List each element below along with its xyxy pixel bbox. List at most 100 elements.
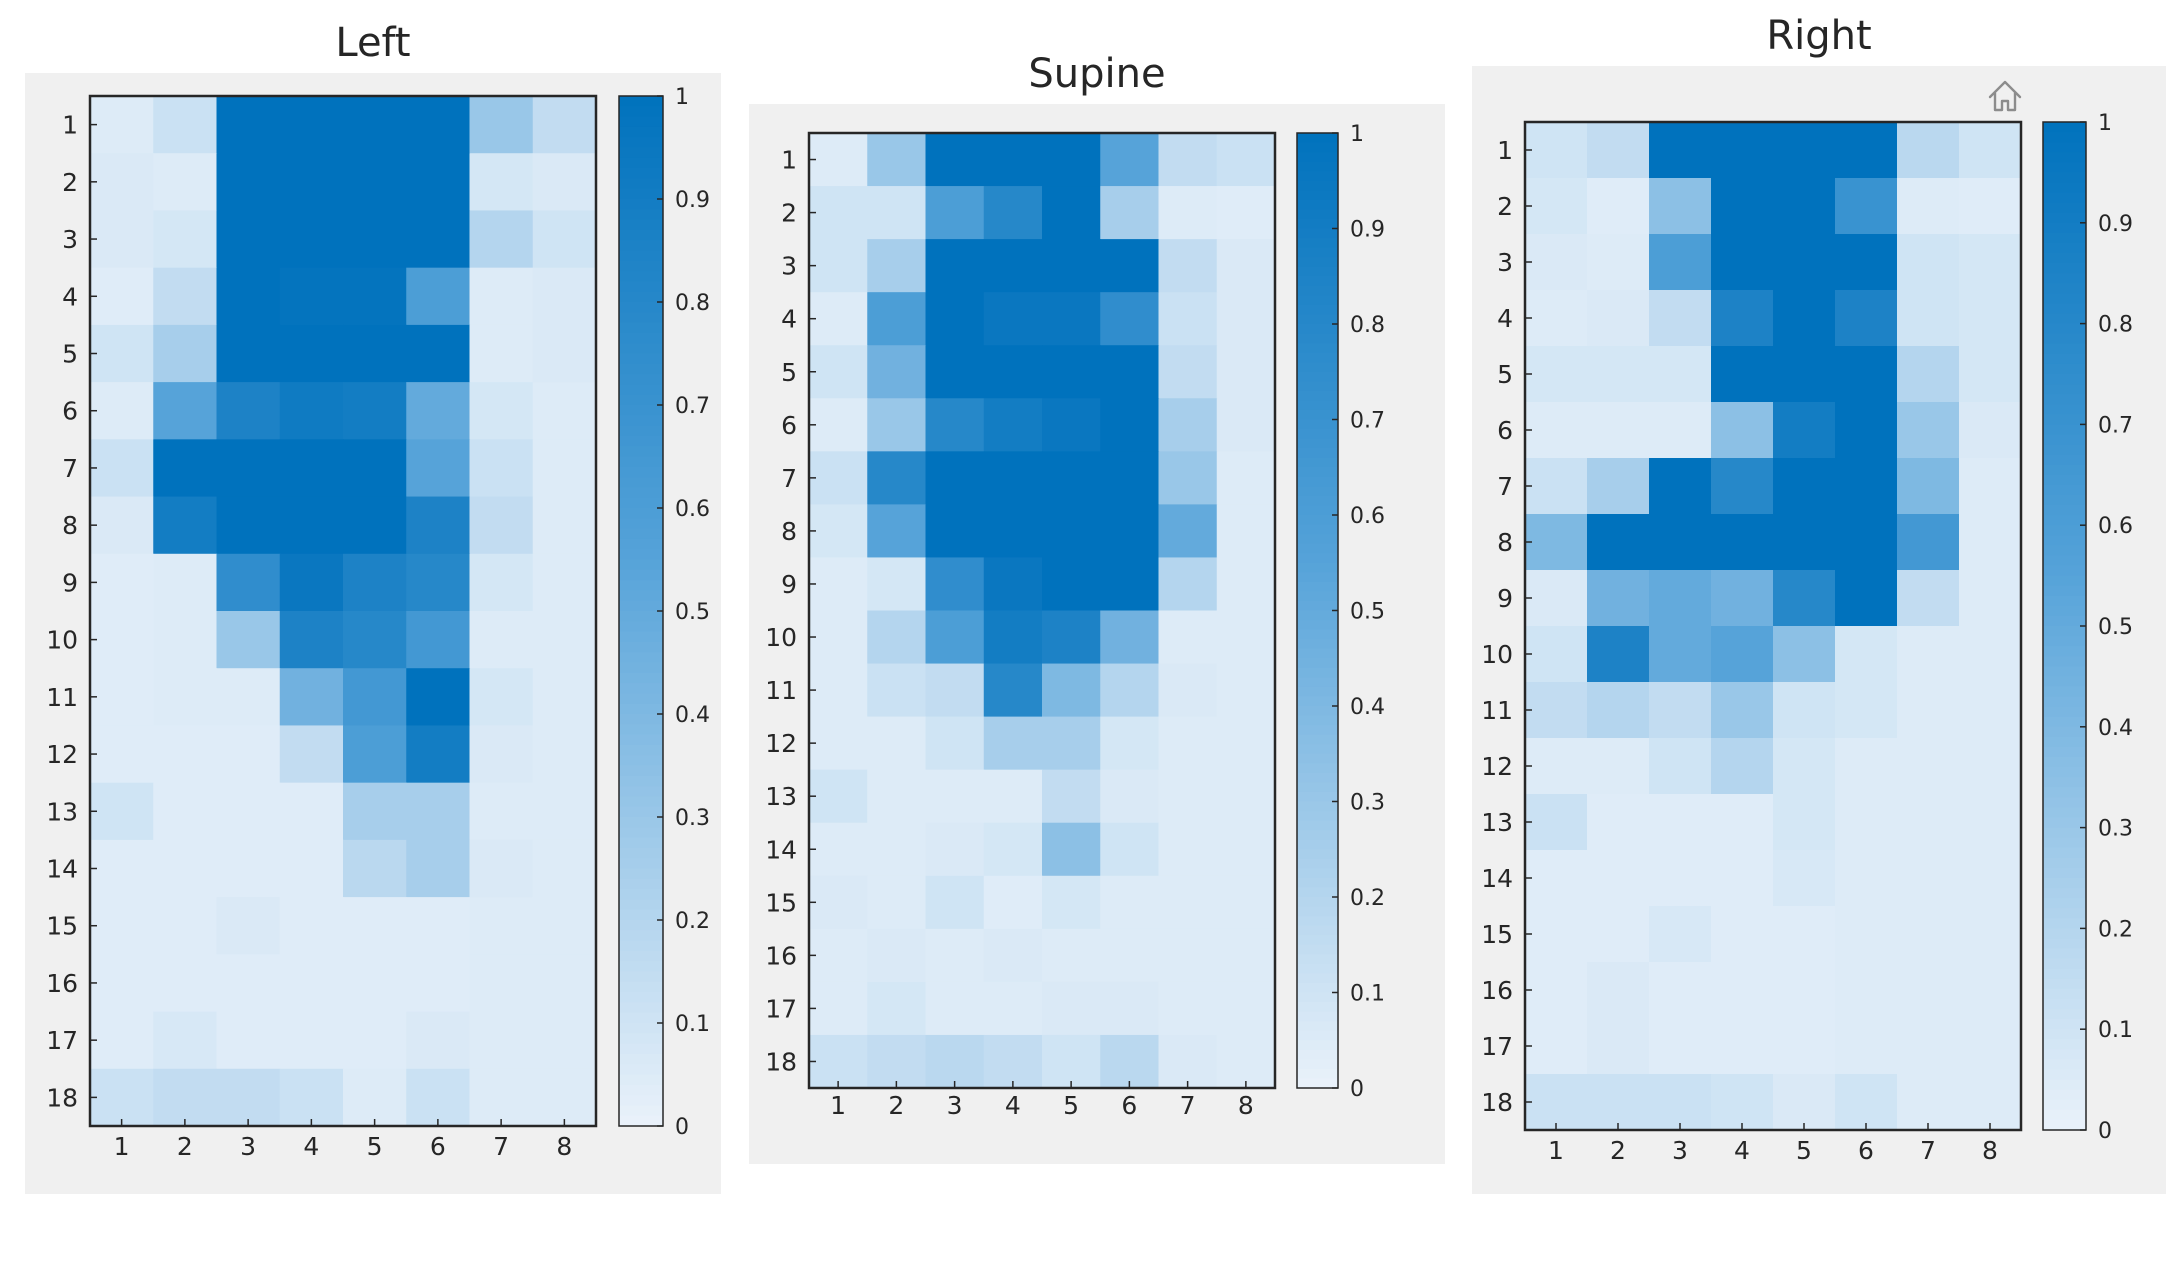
- colorbar-segment: [1297, 553, 1338, 564]
- heatmap-cell: [1525, 794, 1588, 851]
- colorbar-segment: [2043, 746, 2086, 758]
- chart-title: Right: [1766, 13, 1871, 59]
- colorbar-segment: [619, 817, 663, 828]
- colorbar-tick-label: 0.8: [675, 291, 710, 316]
- heatmap-cell: [1959, 290, 2022, 347]
- heatmap-cell: [1959, 234, 2022, 291]
- colorbar-segment: [1297, 543, 1338, 554]
- colorbar-segment: [1297, 209, 1338, 220]
- heatmap-cell: [1158, 133, 1218, 187]
- heatmap-cell: [343, 324, 407, 383]
- colorbar-segment: [2043, 303, 2086, 315]
- y-tick-label: 16: [46, 969, 78, 998]
- colorbar-segment: [619, 724, 663, 736]
- colorbar-segment: [1297, 572, 1338, 583]
- heatmap-cell: [1835, 178, 1898, 235]
- heatmap-cell: [867, 610, 927, 665]
- colorbar-segment: [619, 178, 663, 190]
- heatmap-cell: [1649, 122, 1712, 179]
- heatmap-cell: [1587, 682, 1650, 739]
- x-tick-label: 1: [830, 1091, 846, 1120]
- heatmap-cell: [1158, 663, 1218, 718]
- x-tick-label: 8: [556, 1132, 572, 1161]
- heatmap-cell: [1042, 398, 1101, 452]
- heatmap-cell: [1897, 234, 1960, 291]
- heatmap-cell: [216, 725, 281, 784]
- colorbar-tick-label: 0.1: [1350, 982, 1385, 1007]
- y-tick-label: 6: [62, 397, 78, 426]
- x-tick-label: 3: [240, 1132, 256, 1161]
- home-icon[interactable]: [1985, 76, 2025, 116]
- colorbar-segment: [1297, 295, 1338, 306]
- colorbar-segment: [2043, 575, 2086, 587]
- colorbar-segment: [619, 765, 663, 777]
- colorbar-segment: [2043, 807, 2086, 819]
- heatmap-cell: [469, 839, 534, 898]
- x-tick-label: 7: [493, 1132, 509, 1161]
- y-tick-label: 15: [765, 888, 797, 917]
- colorbar-segment: [1297, 629, 1338, 640]
- heatmap-cell: [1216, 451, 1276, 505]
- colorbar-segment: [2043, 837, 2086, 849]
- colorbar-segment: [619, 992, 663, 1003]
- colorbar-segment: [1297, 142, 1338, 153]
- heatmap-cell: [469, 1011, 534, 1070]
- colorbar-segment: [2043, 1079, 2086, 1091]
- colorbar-segment: [1297, 448, 1338, 459]
- colorbar-segment: [2043, 1009, 2086, 1020]
- heatmap-cell: [1773, 514, 1836, 571]
- heatmap-cell: [1100, 769, 1160, 824]
- heatmap-cell: [983, 822, 1043, 877]
- heatmap-cell: [1835, 514, 1898, 571]
- heatmap-cell: [90, 153, 154, 212]
- colorbar-segment: [2043, 313, 2086, 325]
- colorbar-segment: [1297, 763, 1338, 774]
- colorbar-segment: [1297, 352, 1338, 363]
- y-tick-label: 3: [62, 225, 78, 254]
- y-tick-label: 8: [781, 517, 797, 546]
- heatmap-cell: [1158, 1034, 1218, 1089]
- colorbar-segment: [619, 487, 663, 499]
- heatmap-cell: [1525, 290, 1588, 347]
- heatmap-cell: [1158, 398, 1218, 452]
- colorbar-segment: [1297, 610, 1338, 621]
- heatmap-cell: [469, 324, 534, 383]
- colorbar-segment: [619, 652, 663, 664]
- y-tick-label: 16: [1481, 976, 1513, 1005]
- heatmap-cell: [532, 611, 597, 669]
- heatmap-cell: [1525, 458, 1588, 515]
- colorbar-segment: [1297, 839, 1338, 850]
- colorbar-segment: [619, 796, 663, 808]
- colorbar-segment: [1297, 362, 1338, 373]
- heatmap-cell: [153, 954, 218, 1013]
- heatmap-cell: [867, 451, 927, 505]
- heatmap-cell: [153, 725, 218, 784]
- colorbar-segment: [2043, 253, 2086, 264]
- heatmap-cell: [1835, 290, 1898, 347]
- colorbar-segment: [1297, 285, 1338, 296]
- heatmap-cell: [532, 668, 597, 727]
- heatmap-cell: [153, 611, 218, 669]
- colorbar-segment: [2043, 988, 2086, 1000]
- heatmap-cell: [1835, 402, 1898, 459]
- heatmap-cell: [216, 96, 281, 154]
- heatmap-cell: [1587, 346, 1650, 403]
- colorbar-segment: [2043, 726, 2086, 738]
- heatmap-cell: [216, 1011, 281, 1070]
- colorbar-segment: [2043, 192, 2086, 204]
- heatmap-cell: [90, 382, 154, 440]
- colorbar-segment: [2043, 666, 2086, 677]
- heatmap-cell: [925, 398, 985, 452]
- heatmap-cell: [1711, 402, 1774, 459]
- heatmap-cell: [1835, 794, 1898, 851]
- colorbar-tick-label: 0.1: [2098, 1018, 2133, 1043]
- heatmap-cell: [1158, 875, 1218, 930]
- colorbar-segment: [1297, 218, 1338, 230]
- colorbar-segment: [2043, 1089, 2086, 1101]
- heatmap-cell: [1711, 682, 1774, 739]
- colorbar-segment: [619, 868, 663, 880]
- y-tick-label: 9: [781, 570, 797, 599]
- x-tick-label: 8: [1238, 1091, 1254, 1120]
- heatmap-cell: [90, 782, 154, 841]
- x-tick-label: 2: [1610, 1136, 1626, 1165]
